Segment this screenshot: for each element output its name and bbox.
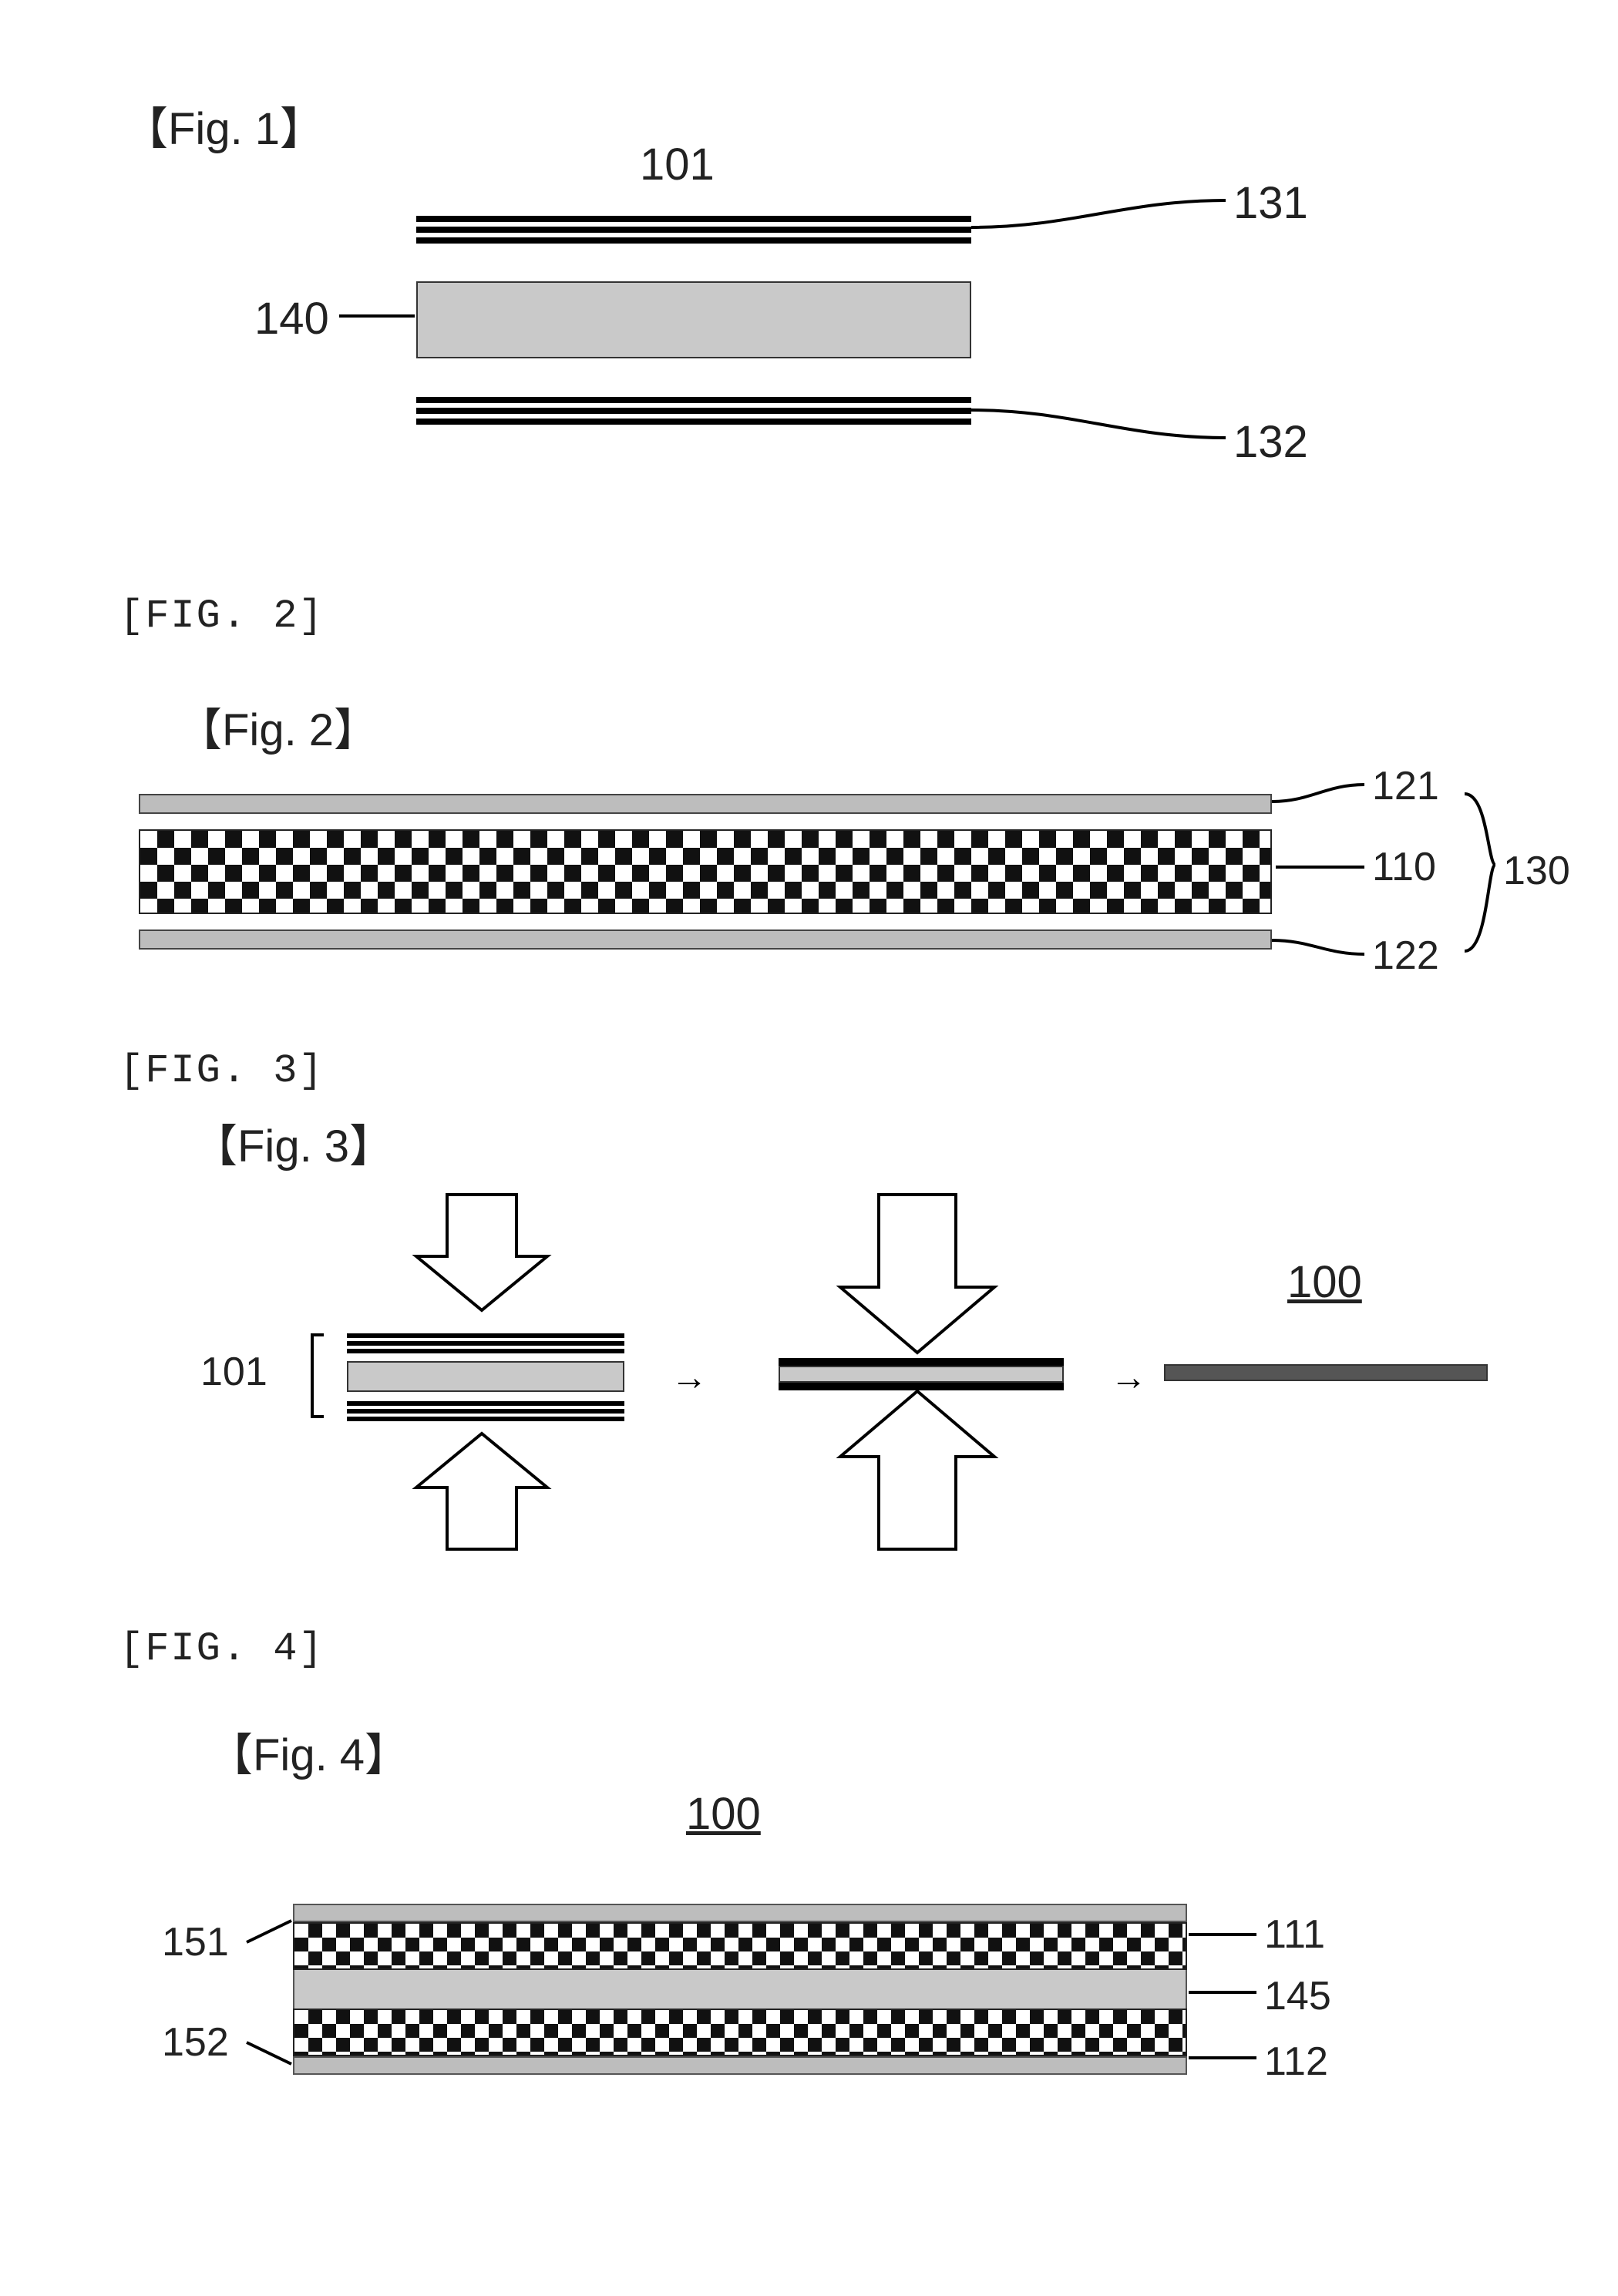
figure-1: 【Fig. 1】 101 140 131 132 — [108, 92, 1495, 493]
fig3-caption-jp: 【Fig. 3】 — [193, 1110, 394, 1175]
figure-4: 【Fig. 4】 100 151 152 111 145 112 — [108, 1719, 1495, 2212]
arrow-down-icon — [416, 1195, 547, 1310]
fig4-caption-en: [FIG. 4] — [119, 1626, 325, 1672]
figure-3: 【Fig. 3】 101 → — [108, 1110, 1495, 1588]
fig1-leaders — [108, 92, 1495, 493]
arrow-up-icon — [416, 1434, 547, 1549]
arrow-down-icon — [840, 1195, 994, 1353]
fig3-label-101: 101 — [200, 1349, 267, 1395]
fig3-arrow-2: → — [1110, 1356, 1147, 1399]
fig4-leaders — [108, 1719, 1495, 2212]
arrow-up-icon — [840, 1391, 994, 1549]
fig3-stage-2 — [725, 1187, 1095, 1557]
fig3-stage-3 — [1164, 1356, 1488, 1403]
fig3-arrow-1: → — [671, 1356, 708, 1399]
fig2-caption-en: [FIG. 2] — [119, 593, 325, 639]
fig3-label-100: 100 — [1287, 1256, 1362, 1308]
fig2-leaders — [108, 694, 1573, 1017]
figure-2: 【Fig. 2】 121 110 122 130 — [108, 694, 1495, 1017]
page: 【Fig. 1】 101 140 131 132 [FIG. 2] 【Fig. … — [0, 0, 1618, 2296]
fig3-caption-en: [FIG. 3] — [119, 1048, 325, 1094]
fig3-stage-1 — [285, 1187, 655, 1557]
